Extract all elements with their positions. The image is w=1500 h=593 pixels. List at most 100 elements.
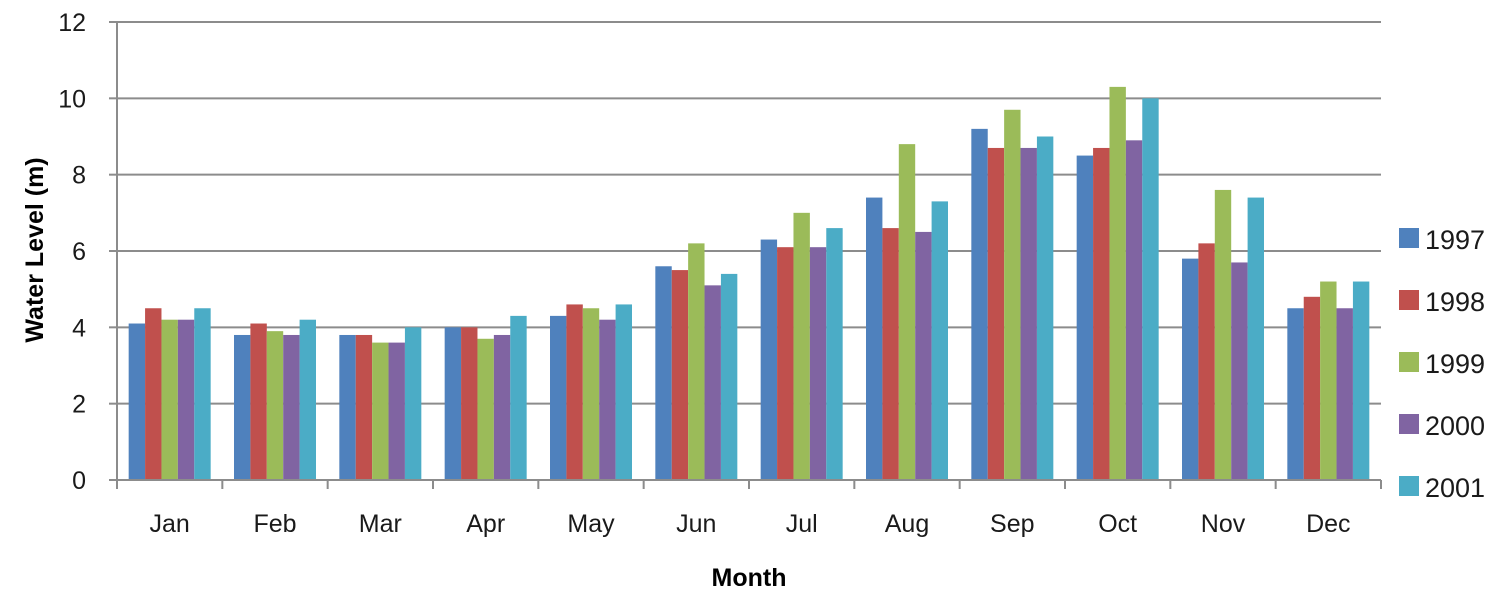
bar-1997-aug — [866, 197, 883, 480]
bar-group-sep — [971, 109, 1054, 480]
bar-2001-dec — [1352, 281, 1370, 480]
x-tick-label-aug: Aug — [885, 510, 929, 538]
bar-group-oct — [1076, 86, 1159, 480]
x-tick-label-nov: Nov — [1201, 510, 1246, 538]
bar-1999-jun — [688, 243, 705, 480]
bar-group-jul — [760, 212, 843, 480]
bar-1999-jul — [793, 212, 810, 480]
bar-1997-sep — [971, 128, 988, 480]
legend-swatch-2000 — [1399, 414, 1419, 434]
bar-2000-sep — [1020, 147, 1037, 480]
bar-2001-oct — [1142, 98, 1159, 480]
bar-2000-jan — [177, 319, 195, 480]
y-tick-label-4: 4 — [72, 314, 86, 342]
y-tick-label-8: 8 — [72, 162, 86, 190]
legend-swatch-1997 — [1399, 228, 1419, 248]
bar-1998-dec — [1303, 296, 1321, 480]
legend-swatch-2001 — [1399, 476, 1419, 496]
bar-2001-jun — [720, 273, 738, 480]
bar-2001-sep — [1036, 136, 1054, 480]
y-tick-label-10: 10 — [58, 85, 86, 113]
bar-1999-nov — [1214, 189, 1232, 480]
bar-1998-jul — [777, 247, 794, 480]
bar-group-dec — [1287, 281, 1370, 480]
bar-1997-oct — [1076, 155, 1094, 480]
legend-item-1999: 1999 — [1399, 349, 1485, 379]
bar-1999-apr — [477, 338, 494, 480]
bar-group-may — [550, 304, 632, 480]
bar-1997-nov — [1182, 258, 1199, 480]
bar-1997-dec — [1287, 308, 1304, 480]
x-tick-label-sep: Sep — [990, 510, 1034, 538]
bar-1999-oct — [1109, 86, 1126, 480]
bar-2001-apr — [510, 315, 527, 480]
x-tick-label-dec: Dec — [1306, 510, 1350, 538]
bar-2000-jul — [809, 247, 827, 480]
bar-2000-apr — [493, 334, 511, 480]
legend-item-1997: 1997 — [1399, 225, 1485, 255]
bar-1999-dec — [1320, 281, 1337, 480]
x-tick-label-may: May — [567, 510, 615, 538]
bar-2001-aug — [931, 201, 948, 480]
bar-1998-aug — [882, 228, 899, 480]
bar-group-nov — [1182, 189, 1264, 480]
bar-2001-jan — [194, 308, 211, 480]
y-tick-label-12: 12 — [58, 9, 86, 37]
x-tick-label-jan: Jan — [150, 510, 190, 538]
bar-1997-mar — [339, 334, 356, 480]
bar-2001-feb — [299, 319, 316, 480]
bar-1999-sep — [1004, 109, 1021, 480]
gridlines — [117, 21, 1381, 405]
legend-swatch-1999 — [1399, 352, 1419, 372]
bar-1998-may — [566, 304, 583, 480]
bar-2000-aug — [915, 231, 932, 480]
bar-1998-jun — [671, 270, 689, 480]
bar-2000-may — [599, 319, 616, 480]
bar-2001-may — [615, 304, 632, 480]
bar-1998-sep — [987, 147, 1005, 480]
axes — [109, 21, 1382, 489]
legend-label-2000: 2000 — [1425, 411, 1485, 441]
bar-group-aug — [866, 144, 948, 480]
bar-group-mar — [339, 327, 422, 480]
bar-group-feb — [234, 319, 316, 480]
bar-2001-jul — [826, 228, 843, 480]
legend-label-2001: 2001 — [1425, 473, 1485, 503]
legend-item-1998: 1998 — [1399, 287, 1485, 317]
legend-label-1997: 1997 — [1425, 225, 1485, 255]
bar-1997-may — [550, 315, 567, 480]
bar-group-apr — [444, 315, 527, 480]
x-axis-title: Month — [712, 564, 787, 592]
legend-swatch-1998 — [1399, 290, 1419, 310]
x-tick-label-oct: Oct — [1098, 510, 1137, 538]
bar-1998-oct — [1093, 147, 1110, 480]
y-tick-labels: 0 2 4 6 8 10 12 — [58, 9, 86, 495]
bar-1997-jun — [655, 266, 672, 480]
bar-2000-dec — [1336, 308, 1353, 480]
bar-1997-feb — [234, 334, 251, 480]
legend: 1997 1998 1999 2000 2001 — [1399, 225, 1485, 503]
x-tick-label-feb: Feb — [253, 510, 296, 538]
bar-2000-jun — [704, 285, 721, 480]
legend-label-1999: 1999 — [1425, 349, 1485, 379]
y-tick-label-2: 2 — [72, 391, 86, 419]
bar-2000-oct — [1125, 140, 1143, 480]
bar-group-jun — [655, 243, 738, 480]
x-tick-label-apr: Apr — [466, 510, 505, 538]
bar-2000-nov — [1231, 262, 1248, 480]
x-tick-labels: Jan Feb Mar Apr May Jun Jul Aug Sep Oct Nov Dec — [150, 510, 1351, 538]
bar-groups — [128, 86, 1370, 480]
y-axis-title: Water Level (m) — [21, 157, 49, 342]
bar-2000-feb — [283, 334, 300, 480]
x-tick-label-jun: Jun — [676, 510, 716, 538]
x-tick-label-jul: Jul — [786, 510, 818, 538]
y-tick-label-6: 6 — [72, 238, 86, 266]
bar-1999-feb — [266, 331, 284, 480]
bar-1998-mar — [355, 334, 373, 480]
bar-1999-jan — [161, 319, 178, 480]
bar-group-jan — [128, 308, 211, 480]
legend-label-1998: 1998 — [1425, 287, 1485, 317]
bar-1998-nov — [1198, 243, 1215, 480]
bar-2001-mar — [404, 327, 422, 480]
